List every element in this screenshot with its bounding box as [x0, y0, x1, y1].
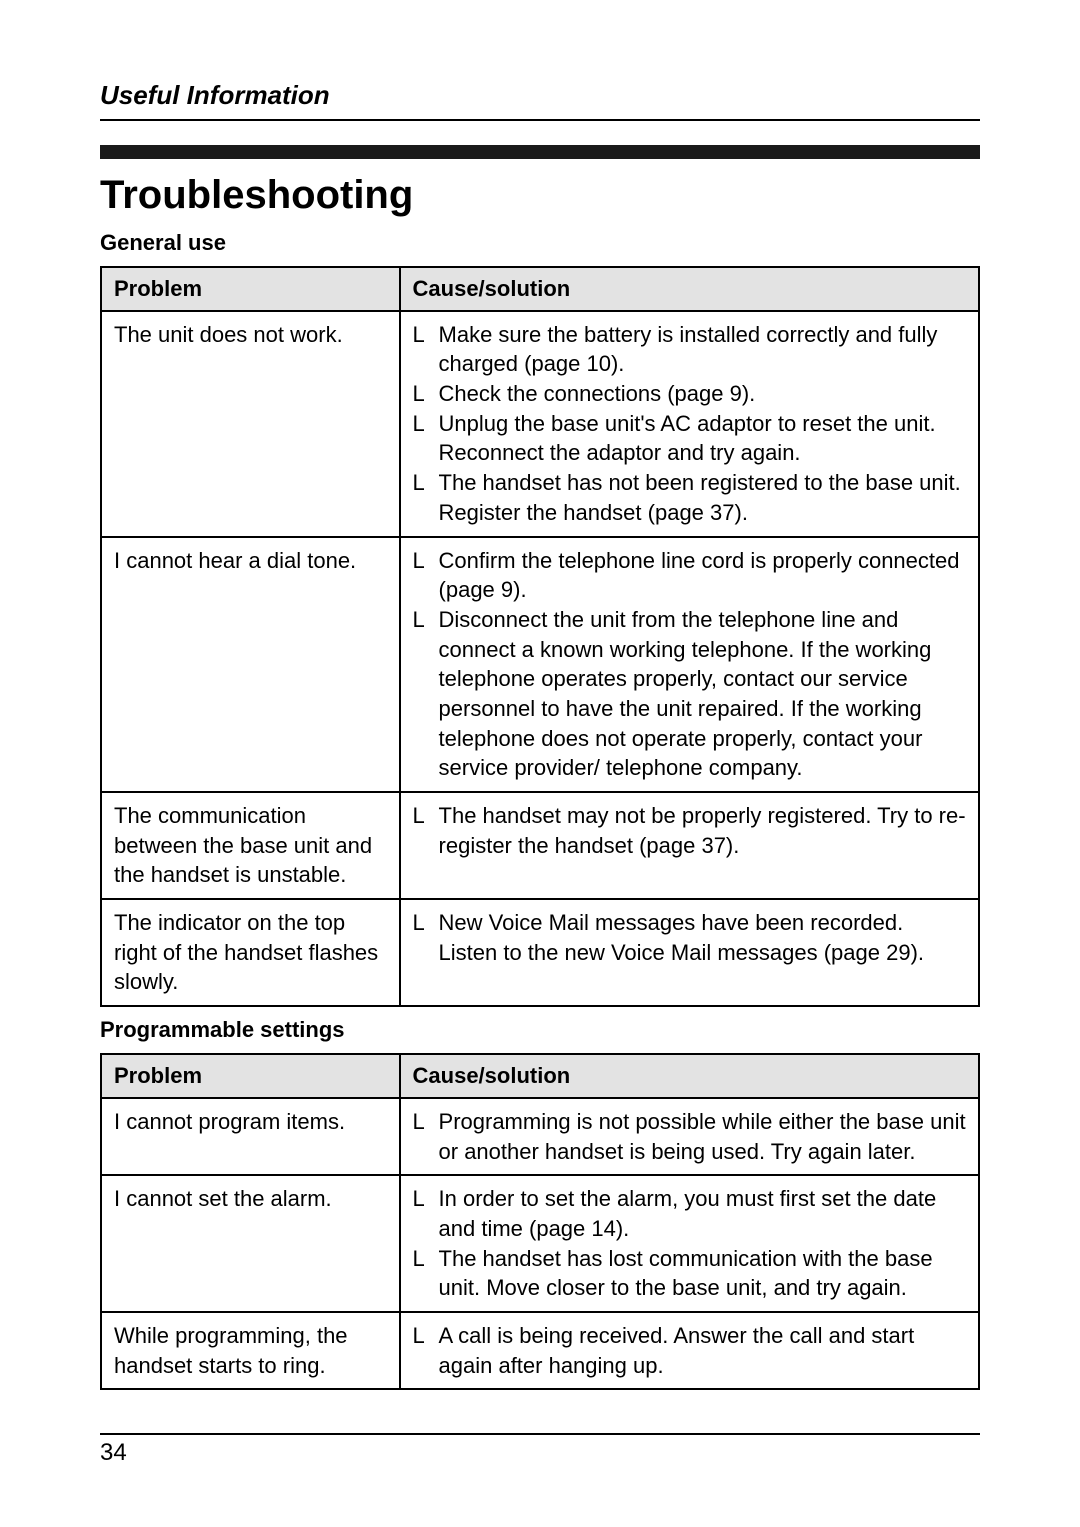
solution-cell: Programming is not possible while either…	[400, 1098, 979, 1175]
solution-item: Make sure the battery is installed corre…	[413, 320, 966, 379]
table-row: I cannot hear a dial tone.Confirm the te…	[101, 537, 979, 793]
footer: 34	[100, 1401, 980, 1467]
problem-cell: The indicator on the top right of the ha…	[101, 899, 400, 1006]
problem-cell: The unit does not work.	[101, 311, 400, 537]
table-row: I cannot program items.Programming is no…	[101, 1098, 979, 1175]
solution-list: Confirm the telephone line cord is prope…	[413, 546, 966, 784]
tables-container: General useProblemCause/solutionThe unit…	[100, 230, 980, 1390]
solution-item: Check the connections (page 9).	[413, 379, 966, 409]
solution-cell: Confirm the telephone line cord is prope…	[400, 537, 979, 793]
solution-item: Confirm the telephone line cord is prope…	[413, 546, 966, 605]
solution-item: Programming is not possible while either…	[413, 1107, 966, 1166]
troubleshooting-table: ProblemCause/solutionI cannot program it…	[100, 1053, 980, 1390]
solution-list: New Voice Mail messages have been record…	[413, 908, 966, 967]
table-caption: General use	[100, 230, 980, 256]
solution-cell: The handset may not be properly register…	[400, 792, 979, 899]
header-rule-bar	[100, 145, 980, 159]
table-caption: Programmable settings	[100, 1017, 980, 1043]
solution-list: The handset may not be properly register…	[413, 801, 966, 860]
solution-item: In order to set the alarm, you must firs…	[413, 1184, 966, 1243]
solution-list: A call is being received. Answer the cal…	[413, 1321, 966, 1380]
solution-list: Make sure the battery is installed corre…	[413, 320, 966, 528]
solution-item: A call is being received. Answer the cal…	[413, 1321, 966, 1380]
page-title: Troubleshooting	[100, 173, 980, 218]
table-row: While programming, the handset starts to…	[101, 1312, 979, 1389]
column-header-problem: Problem	[101, 1054, 400, 1098]
header-rule-thin	[100, 119, 980, 121]
solution-list: In order to set the alarm, you must firs…	[413, 1184, 966, 1303]
column-header-problem: Problem	[101, 267, 400, 311]
solution-item: The handset has not been registered to t…	[413, 468, 966, 527]
problem-cell: The communication between the base unit …	[101, 792, 400, 899]
solution-item: New Voice Mail messages have been record…	[413, 908, 966, 967]
troubleshooting-table: ProblemCause/solutionThe unit does not w…	[100, 266, 980, 1007]
solution-list: Programming is not possible while either…	[413, 1107, 966, 1166]
solution-cell: New Voice Mail messages have been record…	[400, 899, 979, 1006]
problem-cell: I cannot program items.	[101, 1098, 400, 1175]
solution-item: Disconnect the unit from the telephone l…	[413, 605, 966, 783]
footer-rule	[100, 1433, 980, 1435]
column-header-solution: Cause/solution	[400, 267, 979, 311]
column-header-solution: Cause/solution	[400, 1054, 979, 1098]
table-row: The indicator on the top right of the ha…	[101, 899, 979, 1006]
table-row: I cannot set the alarm.In order to set t…	[101, 1175, 979, 1312]
problem-cell: I cannot hear a dial tone.	[101, 537, 400, 793]
solution-item: The handset may not be properly register…	[413, 801, 966, 860]
section-header: Useful Information	[100, 80, 980, 111]
solution-item: Unplug the base unit's AC adaptor to res…	[413, 409, 966, 468]
page-number: 34	[100, 1439, 980, 1467]
table-row: The communication between the base unit …	[101, 792, 979, 899]
solution-cell: In order to set the alarm, you must firs…	[400, 1175, 979, 1312]
problem-cell: While programming, the handset starts to…	[101, 1312, 400, 1389]
solution-item: The handset has lost communication with …	[413, 1244, 966, 1303]
solution-cell: A call is being received. Answer the cal…	[400, 1312, 979, 1389]
solution-cell: Make sure the battery is installed corre…	[400, 311, 979, 537]
table-row: The unit does not work.Make sure the bat…	[101, 311, 979, 537]
problem-cell: I cannot set the alarm.	[101, 1175, 400, 1312]
